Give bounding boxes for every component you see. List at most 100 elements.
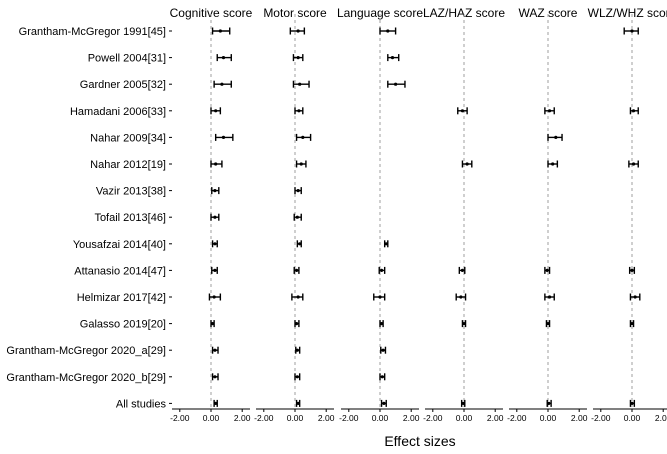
point-estimate [630, 29, 634, 33]
point-estimate [630, 322, 634, 326]
point-estimate [546, 322, 550, 326]
point-estimate [460, 109, 465, 113]
point-estimate [465, 162, 469, 166]
point-estimate [554, 135, 558, 139]
point-estimate [551, 162, 555, 166]
point-estimate [296, 189, 300, 193]
point-estimate [221, 56, 226, 60]
study-label: Nahar 2009[34] [90, 132, 166, 144]
point-estimate [382, 401, 386, 405]
point-estimate [379, 268, 384, 272]
point-estimate [218, 29, 222, 33]
point-estimate [221, 135, 226, 139]
point-estimate [295, 215, 299, 219]
point-estimate [214, 162, 218, 166]
point-estimate [461, 401, 465, 405]
point-estimate [298, 82, 302, 86]
point-estimate [212, 295, 216, 299]
panel-0: -2.00 0.00 2.00 [170, 14, 251, 423]
point-estimate [298, 242, 302, 246]
point-estimate [631, 109, 636, 113]
point-estimate [213, 215, 217, 219]
panel-4: -2.00 0.00 2.00 [507, 14, 588, 423]
point-estimate [547, 295, 552, 299]
point-estimate [390, 56, 395, 60]
study-labels: Grantham-McGregor 1991[45] Powell 2004[31… [6, 26, 172, 410]
point-estimate [381, 348, 385, 352]
x-tick-label: 0.00 [540, 413, 557, 423]
x-tick-label: 2.00 [403, 413, 420, 423]
panel-title: WAZ score [519, 6, 578, 20]
x-tick-label: -2.00 [591, 413, 611, 423]
point-estimate [213, 189, 217, 193]
point-estimate [462, 322, 466, 326]
point-estimate [631, 162, 636, 166]
panel-title: WLZ/WHZ score [588, 6, 667, 20]
point-estimate [633, 295, 637, 299]
panel-title: Cognitive score [170, 6, 253, 20]
point-estimate [210, 322, 215, 326]
study-label: Helmizar 2017[42] [77, 292, 166, 304]
x-tick-label: -2.00 [254, 413, 274, 423]
point-estimate [295, 375, 299, 379]
point-estimate [296, 401, 300, 405]
panel-1: -2.00 0.00 2.00 [254, 14, 335, 423]
point-estimate [547, 109, 552, 113]
x-tick-label: 2.00 [655, 413, 667, 423]
x-tick-label: 0.00 [372, 413, 389, 423]
x-tick-label: 2.00 [571, 413, 588, 423]
point-estimate [295, 348, 299, 352]
point-estimate [214, 401, 218, 405]
point-estimate [545, 268, 549, 272]
point-estimate [214, 109, 218, 113]
point-estimate [296, 56, 300, 60]
study-label: Grantham-McGregor 2020_a[29] [6, 345, 166, 357]
x-tick-label: 0.00 [203, 413, 220, 423]
point-estimate [213, 375, 217, 379]
point-estimate [380, 375, 384, 379]
point-estimate [630, 401, 634, 405]
panel-5: -2.00 0.00 2.00 [591, 14, 667, 423]
x-tick-label: 0.00 [287, 413, 304, 423]
x-tick-label: 2.00 [318, 413, 335, 423]
point-estimate [213, 242, 217, 246]
point-estimate [220, 82, 224, 86]
point-estimate [379, 322, 384, 326]
panel-title: Language score [337, 6, 423, 20]
x-tick-label: -2.00 [339, 413, 359, 423]
study-label: Grantham-McGregor 1991[45] [19, 26, 166, 38]
study-label: All studies [116, 398, 167, 410]
x-axis-title: Effect sizes [384, 433, 455, 449]
study-label: Tofail 2013[46] [94, 212, 166, 224]
point-estimate [459, 295, 463, 299]
point-estimate [296, 295, 300, 299]
panel-title: LAZ/HAZ score [423, 6, 505, 20]
point-estimate [386, 29, 390, 33]
study-label: Galasso 2019[20] [80, 319, 166, 331]
point-estimate [296, 29, 300, 33]
study-label: Vazir 2013[38] [96, 186, 166, 198]
point-estimate [547, 401, 551, 405]
x-tick-label: -2.00 [423, 413, 443, 423]
point-estimate [394, 82, 398, 86]
study-label: Attanasio 2014[47] [74, 265, 166, 277]
study-label: Powell 2004[31] [88, 53, 166, 65]
study-label: Hamadani 2006[33] [70, 106, 166, 118]
point-estimate [213, 348, 217, 352]
point-estimate [299, 162, 303, 166]
point-estimate [294, 322, 299, 326]
point-estimate [301, 135, 305, 139]
study-label: Gardner 2005[32] [80, 79, 166, 91]
point-estimate [297, 109, 301, 113]
point-estimate [384, 242, 388, 246]
point-estimate [378, 295, 382, 299]
point-estimate [294, 268, 299, 272]
panel-2: -2.00 0.00 2.00 [339, 14, 420, 423]
x-tick-label: 0.00 [624, 413, 641, 423]
panels: -2.00 0.00 2.00 -2.00 0.00 2.00 -2.00 0.00 2.00-… [170, 14, 667, 423]
study-label: Grantham-McGregor 2020_b[29] [6, 372, 166, 384]
point-estimate [460, 268, 465, 272]
x-tick-label: -2.00 [170, 413, 190, 423]
x-tick-label: 2.00 [487, 413, 504, 423]
